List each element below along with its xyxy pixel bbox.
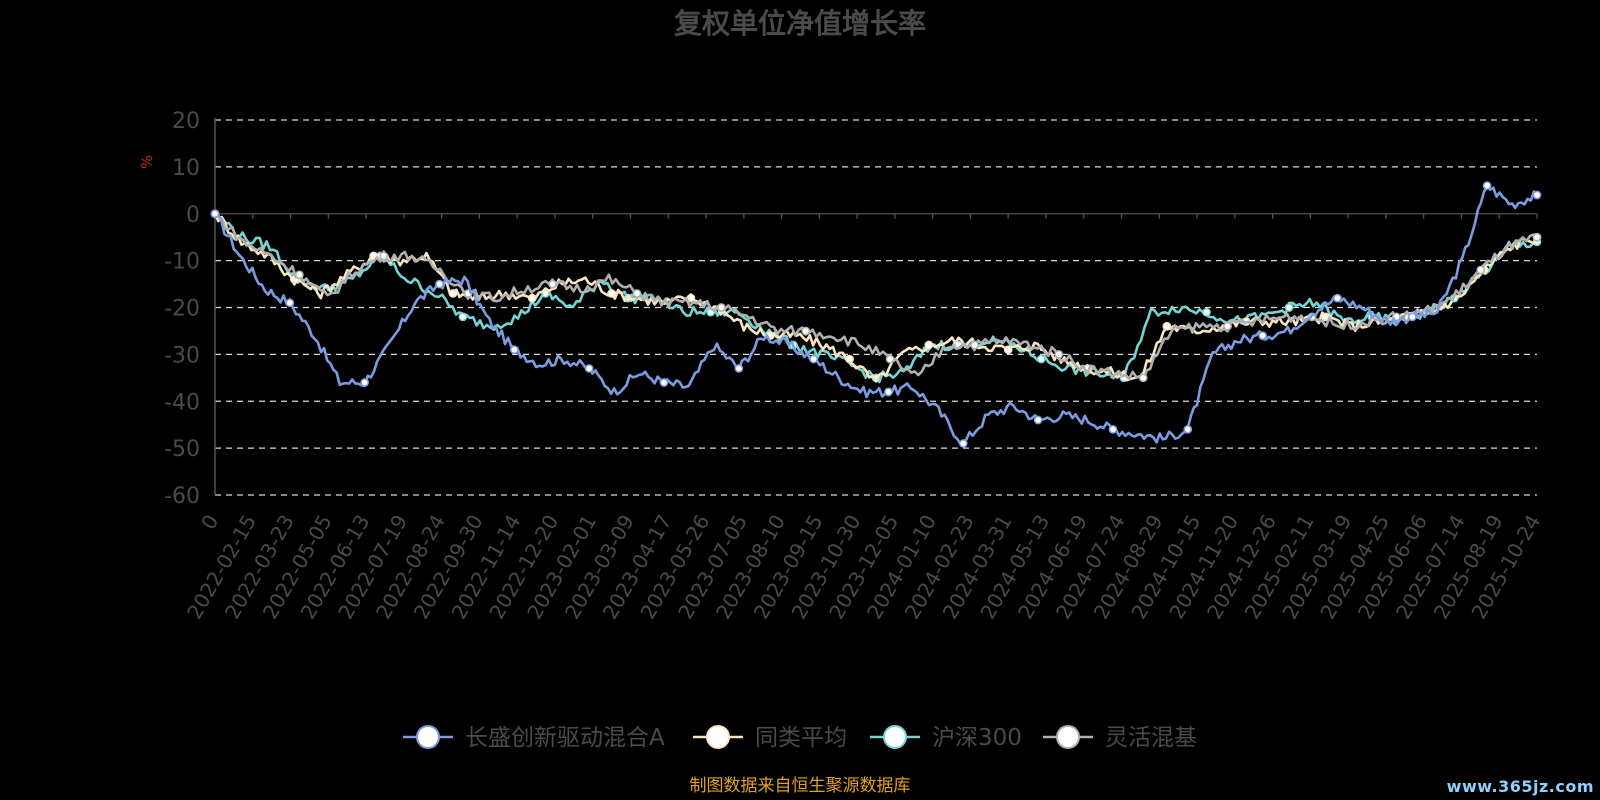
data-point: [1036, 354, 1046, 364]
data-point: [845, 354, 854, 364]
legend-marker-icon: [706, 725, 730, 749]
grid-lines: [214, 118, 1537, 496]
legend-marker-icon: [1056, 725, 1080, 749]
y-tick-label: -20: [164, 297, 200, 322]
y-tick-label: -40: [164, 390, 200, 415]
data-point: [801, 326, 811, 336]
legend-item[interactable]: 同类平均: [693, 725, 847, 751]
data-point: [509, 345, 519, 355]
y-tick-label: 0: [186, 203, 200, 228]
y-axis-unit-label: %: [138, 155, 156, 169]
watermark: www.365jz.com: [1446, 777, 1594, 796]
data-point: [734, 364, 744, 373]
series-lines: [210, 181, 1542, 448]
legend[interactable]: 长盛创新驱动混合A 同类平均 沪深300 灵活混基: [403, 725, 1197, 751]
legend-label: 同类平均: [755, 725, 847, 751]
data-point: [360, 378, 370, 387]
data-point: [659, 378, 669, 387]
data-point: [885, 354, 895, 364]
data-point: [1532, 190, 1542, 200]
data-point: [1476, 265, 1486, 275]
data-point: [716, 303, 726, 312]
x-axis-ticks: 02022-02-152022-03-232022-05-052022-06-1…: [182, 213, 1545, 623]
data-point: [1482, 181, 1492, 190]
chart-title: 复权单位净值增长率: [674, 7, 926, 40]
y-tick-label: -60: [164, 484, 200, 509]
data-point: [1033, 415, 1043, 425]
data-point: [1407, 312, 1417, 322]
data-point: [1202, 307, 1211, 317]
data-point: [1054, 350, 1064, 359]
series-line: [214, 185, 1538, 445]
data-point: [809, 354, 818, 364]
data-point: [1333, 293, 1342, 303]
data-point: [458, 312, 468, 322]
data-point: [884, 387, 893, 397]
data-point: [632, 289, 642, 298]
data-point: [1003, 345, 1013, 355]
x-tick-label: 0: [196, 511, 223, 534]
data-point: [1223, 321, 1232, 331]
y-tick-label: -50: [164, 437, 200, 462]
data-point: [1284, 303, 1294, 312]
legend-item[interactable]: 沪深300: [870, 725, 1022, 751]
data-point: [924, 340, 934, 350]
data-point: [607, 289, 616, 298]
data-point: [1162, 321, 1172, 331]
y-axis-ticks: 20 10 0 -10 -20 -30 -40 -50 -60: [164, 109, 200, 509]
data-point: [435, 279, 444, 289]
data-point: [548, 279, 557, 289]
legend-item[interactable]: 灵活混基: [1043, 725, 1197, 751]
series-line: [214, 212, 1538, 382]
y-tick-label: -10: [164, 250, 200, 275]
data-point: [970, 340, 979, 350]
data-point: [1532, 232, 1542, 242]
y-tick-label: 10: [172, 156, 200, 181]
data-point: [1138, 373, 1148, 383]
data-point: [210, 209, 220, 219]
data-point: [1258, 331, 1267, 340]
data-point: [1183, 425, 1193, 434]
data-point: [584, 364, 594, 373]
data-point: [285, 298, 295, 308]
legend-item[interactable]: 长盛创新驱动混合A: [403, 725, 665, 751]
data-point: [379, 251, 389, 261]
legend-label: 灵活混基: [1105, 725, 1197, 751]
data-point: [958, 439, 968, 448]
legend-marker-icon: [883, 725, 907, 749]
legend-label: 沪深300: [932, 725, 1022, 751]
y-tick-label: 20: [172, 109, 200, 134]
data-point: [295, 270, 304, 280]
data-point: [1108, 425, 1118, 434]
source-note: 制图数据来自恒生聚源数据库: [690, 776, 911, 796]
legend-marker-icon: [416, 725, 440, 749]
legend-label: 长盛创新驱动混合A: [465, 725, 665, 751]
data-point: [448, 289, 458, 298]
data-point: [527, 293, 537, 303]
y-tick-label: -30: [164, 343, 200, 368]
